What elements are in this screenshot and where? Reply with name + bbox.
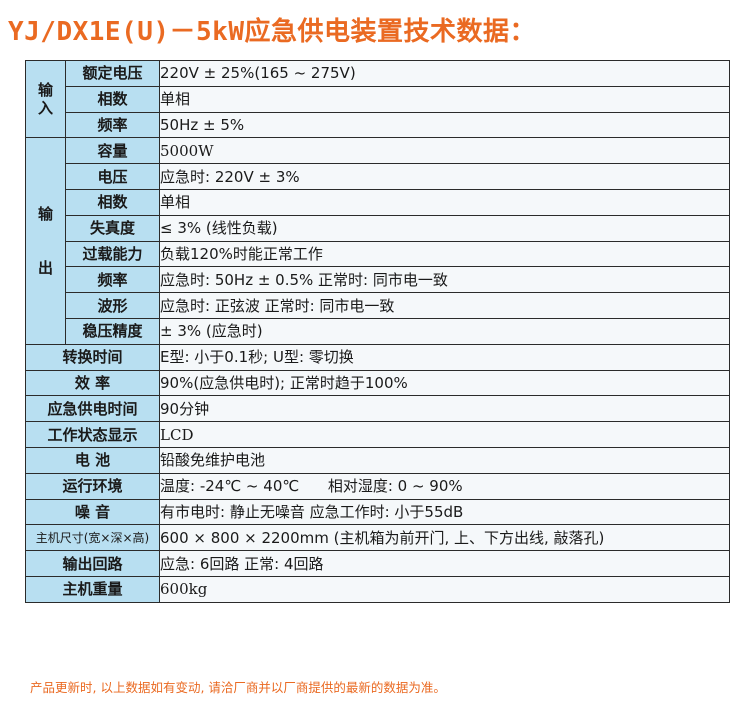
row-value: 负载120%时能正常工作 (159, 240, 730, 268)
table-row: 过载能力 负载120%时能正常工作 (26, 240, 730, 268)
row-label: 输出回路 (25, 550, 160, 577)
row-label: 频率 (65, 266, 160, 294)
row-value: 应急时: 50Hz ± 0.5% 正常时: 同市电一致 (159, 266, 730, 294)
row-label: 噪 音 (25, 498, 160, 526)
table-row: 电 池 铅酸免维护电池 (25, 446, 730, 474)
table-row: 应急供电时间 90分钟 (25, 395, 730, 423)
row-label: 容量 (65, 137, 160, 165)
table-row: 相数 单相 (26, 188, 730, 216)
row-label: 工作状态显示 (25, 421, 160, 448)
row-value: ± 3% (应急时) (159, 317, 730, 345)
row-value: E型: 小于0.1秒; U型: 零切换 (159, 343, 730, 371)
row-label: 主机尺寸(宽×深×高) (25, 524, 160, 552)
table-row: 频率 50Hz ± 5% (26, 111, 730, 139)
row-label: 过载能力 (65, 240, 160, 268)
row-label: 相数 (65, 188, 160, 216)
spec-table: 输 入 额定电压 220V ± 25%(165 ~ 275V) 相数 单相 频率… (25, 59, 730, 603)
row-label: 电 池 (25, 446, 160, 474)
table-row: 主机重量 600kg (25, 575, 730, 603)
row-label: 运行环境 (25, 472, 160, 500)
row-value: 50Hz ± 5% (159, 111, 730, 139)
table-row: 电压 应急时: 220V ± 3% (26, 163, 730, 190)
row-value: 铅酸免维护电池 (159, 446, 730, 474)
row-label: 应急供电时间 (25, 395, 160, 423)
table-row: 工作状态显示 LCD (25, 421, 730, 448)
table-row: 主机尺寸(宽×深×高) 600 × 800 × 2200mm (主机箱为前开门,… (25, 524, 730, 552)
page-title: YJ/DX1E(U)－5kW应急供电装置技术数据： (8, 17, 536, 47)
row-label: 频率 (65, 111, 160, 139)
row-value: 温度: -24℃ ~ 40℃ 相对湿度: 0 ~ 90% (159, 472, 730, 500)
row-value: 单相 (159, 188, 730, 216)
row-value: 90%(应急供电时); 正常时趋于100% (159, 369, 730, 397)
row-label: 主机重量 (25, 575, 160, 603)
row-value: 5000W (159, 137, 730, 165)
row-value: 有市电时: 静止无噪音 应急工作时: 小于55dB (159, 498, 730, 526)
table-row: 输 出 容量 5000W (25, 137, 730, 345)
footnote: 产品更新时, 以上数据如有变动, 请洽厂商并以厂商提供的最新的数据为准。 (30, 680, 446, 695)
row-label: 波形 (65, 292, 160, 319)
table-row: 频率 应急时: 50Hz ± 0.5% 正常时: 同市电一致 (26, 266, 730, 294)
input-group-label: 输 入 (25, 59, 66, 139)
row-value: 应急: 6回路 正常: 4回路 (159, 550, 730, 577)
table-row: 输 入 额定电压 220V ± 25%(165 ~ 275V) (25, 59, 730, 139)
row-label: 稳压精度 (65, 317, 160, 345)
table-row: 效 率 90%(应急供电时); 正常时趋于100% (25, 369, 730, 397)
table-row: 相数 单相 (26, 85, 730, 113)
table-row: 稳压精度 ± 3% (应急时) (26, 317, 730, 345)
row-value: LCD (159, 421, 730, 448)
row-value: 90分钟 (159, 395, 730, 423)
row-label: 失真度 (65, 214, 160, 242)
row-value: 应急时: 220V ± 3% (159, 163, 730, 190)
table-row: 转换时间 E型: 小于0.1秒; U型: 零切换 (25, 343, 730, 371)
row-label: 额定电压 (65, 60, 160, 87)
row-value: 600kg (159, 575, 730, 603)
row-value: 220V ± 25%(165 ~ 275V) (159, 60, 730, 87)
row-label: 相数 (65, 85, 160, 113)
row-value: 应急时: 正弦波 正常时: 同市电一致 (159, 292, 730, 319)
row-value: ≤ 3% (线性负载) (159, 214, 730, 242)
table-row: 失真度 ≤ 3% (线性负载) (26, 214, 730, 242)
row-label: 转换时间 (25, 343, 160, 371)
output-group-label: 输 出 (25, 137, 66, 345)
table-row: 噪 音 有市电时: 静止无噪音 应急工作时: 小于55dB (25, 498, 730, 526)
row-label: 电压 (65, 163, 160, 190)
row-value: 单相 (159, 85, 730, 113)
table-row: 波形 应急时: 正弦波 正常时: 同市电一致 (26, 292, 730, 319)
table-row: 输出回路 应急: 6回路 正常: 4回路 (25, 550, 730, 577)
table-row: 运行环境 温度: -24℃ ~ 40℃ 相对湿度: 0 ~ 90% (25, 472, 730, 500)
row-value: 600 × 800 × 2200mm (主机箱为前开门, 上、下方出线, 敲落孔… (159, 524, 730, 552)
row-label: 效 率 (25, 369, 160, 397)
